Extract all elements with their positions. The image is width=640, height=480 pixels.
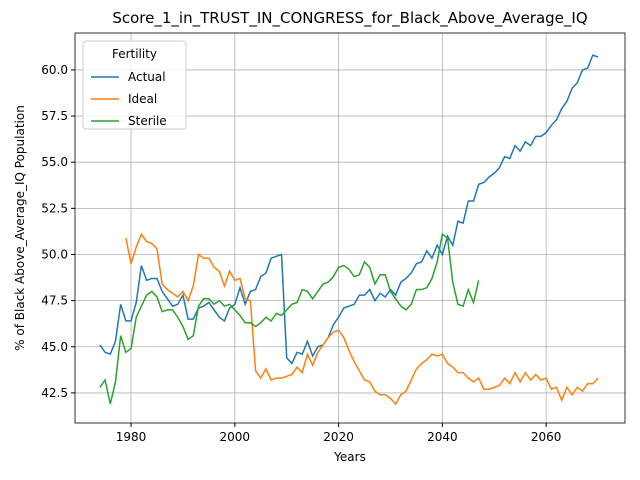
x-tick-label: 1980	[116, 430, 147, 444]
y-tick-label: 42.5	[41, 386, 68, 400]
x-axis-label: Years	[333, 450, 366, 464]
legend-box	[82, 40, 187, 130]
x-tick-label: 2060	[531, 430, 562, 444]
y-tick-label: 55.0	[41, 155, 68, 169]
legend-label: Ideal	[128, 92, 157, 106]
y-tick-label: 50.0	[41, 247, 68, 261]
y-tick-label: 57.5	[41, 109, 68, 123]
legend-label: Sterile	[128, 114, 167, 128]
series-line	[125, 232, 599, 406]
y-tick-label: 52.5	[41, 201, 68, 215]
legend-title: Fertility	[112, 47, 157, 61]
legend: Fertility Actual Ideal Sterile	[82, 40, 187, 130]
chart-title: Score_1_in_TRUST_IN_CONGRESS_for_Black_A…	[112, 9, 587, 28]
series-line	[99, 232, 480, 405]
x-tick-label: 2000	[220, 430, 251, 444]
legend-label: Actual	[128, 70, 166, 84]
plot-frame	[74, 32, 626, 424]
x-tick-label: 2040	[427, 430, 458, 444]
series-line	[99, 54, 599, 365]
x-tick-label: 2020	[323, 430, 354, 444]
y-tick-label: 47.5	[41, 294, 68, 308]
y-tick-label: 60.0	[41, 63, 68, 77]
y-tick-label: 45.0	[41, 340, 68, 354]
y-axis-label: % of Black Above_Average_IQ Population	[13, 105, 27, 351]
